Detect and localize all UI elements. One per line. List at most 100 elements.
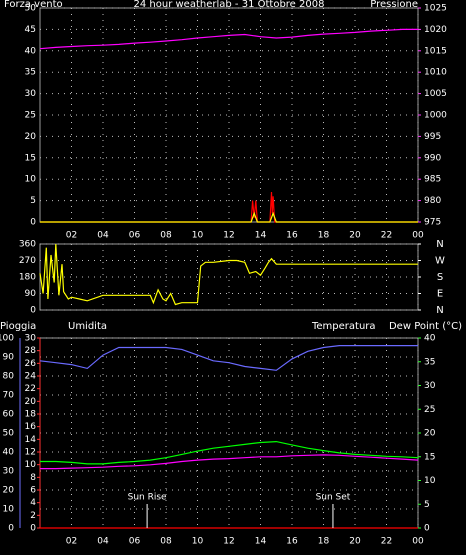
y2-tick-label: 1005	[424, 89, 447, 99]
x-tick-label: 14	[255, 231, 267, 241]
y-tick-label: 40	[25, 46, 37, 56]
y2-tick-label: E	[437, 289, 443, 300]
y2-tick-label: N	[436, 239, 443, 250]
y2-tick-label: N	[436, 305, 443, 316]
legend-entry: Umidita	[68, 321, 107, 332]
x-tick-label: 18	[318, 537, 330, 547]
y2-tick-label: 975	[424, 218, 441, 228]
x-tick-label: 10	[192, 231, 204, 241]
y-tick-label: 15	[25, 153, 36, 163]
y-tick-label: 80	[3, 372, 15, 382]
y-tick-label: 270	[19, 256, 36, 266]
y-tick-label: 0	[30, 306, 36, 316]
x-tick-label: 10	[192, 537, 204, 547]
y2-tick-label: 1000	[424, 111, 447, 121]
annotation-label: Sun Set	[316, 493, 351, 503]
legend-entry: Pioggia	[0, 321, 36, 332]
y2-tick-label: 5	[424, 500, 430, 510]
x-tick-label: 00	[412, 231, 424, 241]
chart-title: 24 hour weatherlab - 31 Ottobre 2008	[134, 0, 325, 10]
y2-tick-label: 30	[424, 381, 436, 391]
x-tick-label: 02	[66, 231, 77, 241]
legend-entry: Temperatura	[311, 321, 376, 332]
y3-tick-label: 30	[25, 334, 37, 344]
y2-tick-label: 990	[424, 153, 441, 163]
y3-tick-label: 16	[25, 422, 37, 432]
y3-tick-label: 20	[25, 397, 37, 407]
y-tick-label: 35	[25, 68, 36, 78]
y-tick-label: 20	[3, 486, 15, 496]
series-line	[40, 454, 419, 470]
y2-tick-label: 995	[424, 132, 441, 142]
y-tick-label: 360	[19, 240, 36, 250]
y3-tick-label: 14	[25, 435, 37, 445]
y2-tick-label: 10	[424, 476, 436, 486]
y2-tick-label: 15	[424, 452, 435, 462]
legend-entry: Forza vento	[4, 0, 63, 10]
x-tick-label: 16	[286, 537, 298, 547]
x-tick-label: 18	[318, 231, 330, 241]
x-tick-label: 12	[223, 231, 234, 241]
x-tick-label: 14	[255, 537, 267, 547]
y3-tick-label: 28	[25, 346, 37, 356]
y-tick-label: 100	[0, 334, 14, 344]
y3-tick-label: 10	[25, 460, 37, 470]
y-tick-label: 30	[25, 89, 37, 99]
y-tick-label: 70	[3, 391, 15, 401]
x-tick-label: 04	[97, 537, 109, 547]
y2-tick-label: 25	[424, 405, 435, 415]
y2-tick-label: 20	[424, 429, 436, 439]
x-tick-label: 02	[66, 537, 77, 547]
y3-tick-label: 2	[30, 511, 36, 521]
y-tick-label: 90	[25, 289, 37, 299]
y-tick-label: 90	[3, 353, 15, 363]
y2-tick-label: 35	[424, 357, 435, 367]
x-tick-label: 20	[349, 231, 361, 241]
y-tick-label: 30	[3, 467, 15, 477]
y3-tick-label: 18	[25, 410, 37, 420]
y-tick-label: 50	[3, 429, 15, 439]
x-tick-label: 04	[97, 231, 109, 241]
y3-tick-label: 12	[25, 448, 36, 458]
series-line	[39, 28, 418, 50]
y-tick-label: 45	[25, 25, 36, 35]
y2-tick-label: 1010	[424, 68, 447, 78]
y2-tick-label: 985	[424, 175, 441, 185]
y-tick-label: 25	[25, 111, 36, 121]
y-tick-label: 5	[30, 196, 36, 206]
x-tick-label: 08	[160, 231, 172, 241]
x-tick-label: 08	[160, 537, 172, 547]
x-tick-label: 12	[223, 537, 234, 547]
series-line	[39, 243, 418, 306]
x-tick-label: 16	[286, 231, 298, 241]
annotation-label: Sun Rise	[128, 493, 167, 503]
y3-tick-label: 4	[30, 498, 36, 508]
y3-tick-label: 24	[25, 372, 37, 382]
y-tick-label: 40	[3, 448, 15, 458]
y3-tick-label: 6	[30, 486, 36, 496]
y3-tick-label: 26	[25, 359, 37, 369]
y-tick-label: 180	[19, 273, 36, 283]
y2-tick-label: W	[435, 256, 445, 267]
y3-tick-label: 0	[30, 524, 36, 534]
x-tick-label: 22	[381, 231, 392, 241]
y-tick-label: 10	[3, 505, 15, 515]
legend-entry: Pressione	[370, 0, 418, 10]
x-tick-label: 00	[412, 537, 424, 547]
legend-entry: Dew Point (°C)	[389, 321, 462, 332]
y3-tick-label: 8	[30, 473, 36, 483]
plot-frame	[39, 7, 419, 223]
y-tick-label: 20	[25, 132, 37, 142]
y2-tick-label: 1025	[424, 4, 447, 14]
y-tick-label: 0	[8, 524, 14, 534]
series-line	[39, 345, 418, 371]
y2-tick-label: 0	[424, 524, 430, 534]
plot-frame	[39, 243, 419, 311]
y-tick-label: 60	[3, 410, 15, 420]
y2-tick-label: 1020	[424, 25, 447, 35]
x-tick-label: 20	[349, 537, 361, 547]
series-line	[40, 440, 419, 465]
y-tick-label: 50	[25, 4, 37, 14]
y-tick-label: 10	[25, 175, 37, 185]
